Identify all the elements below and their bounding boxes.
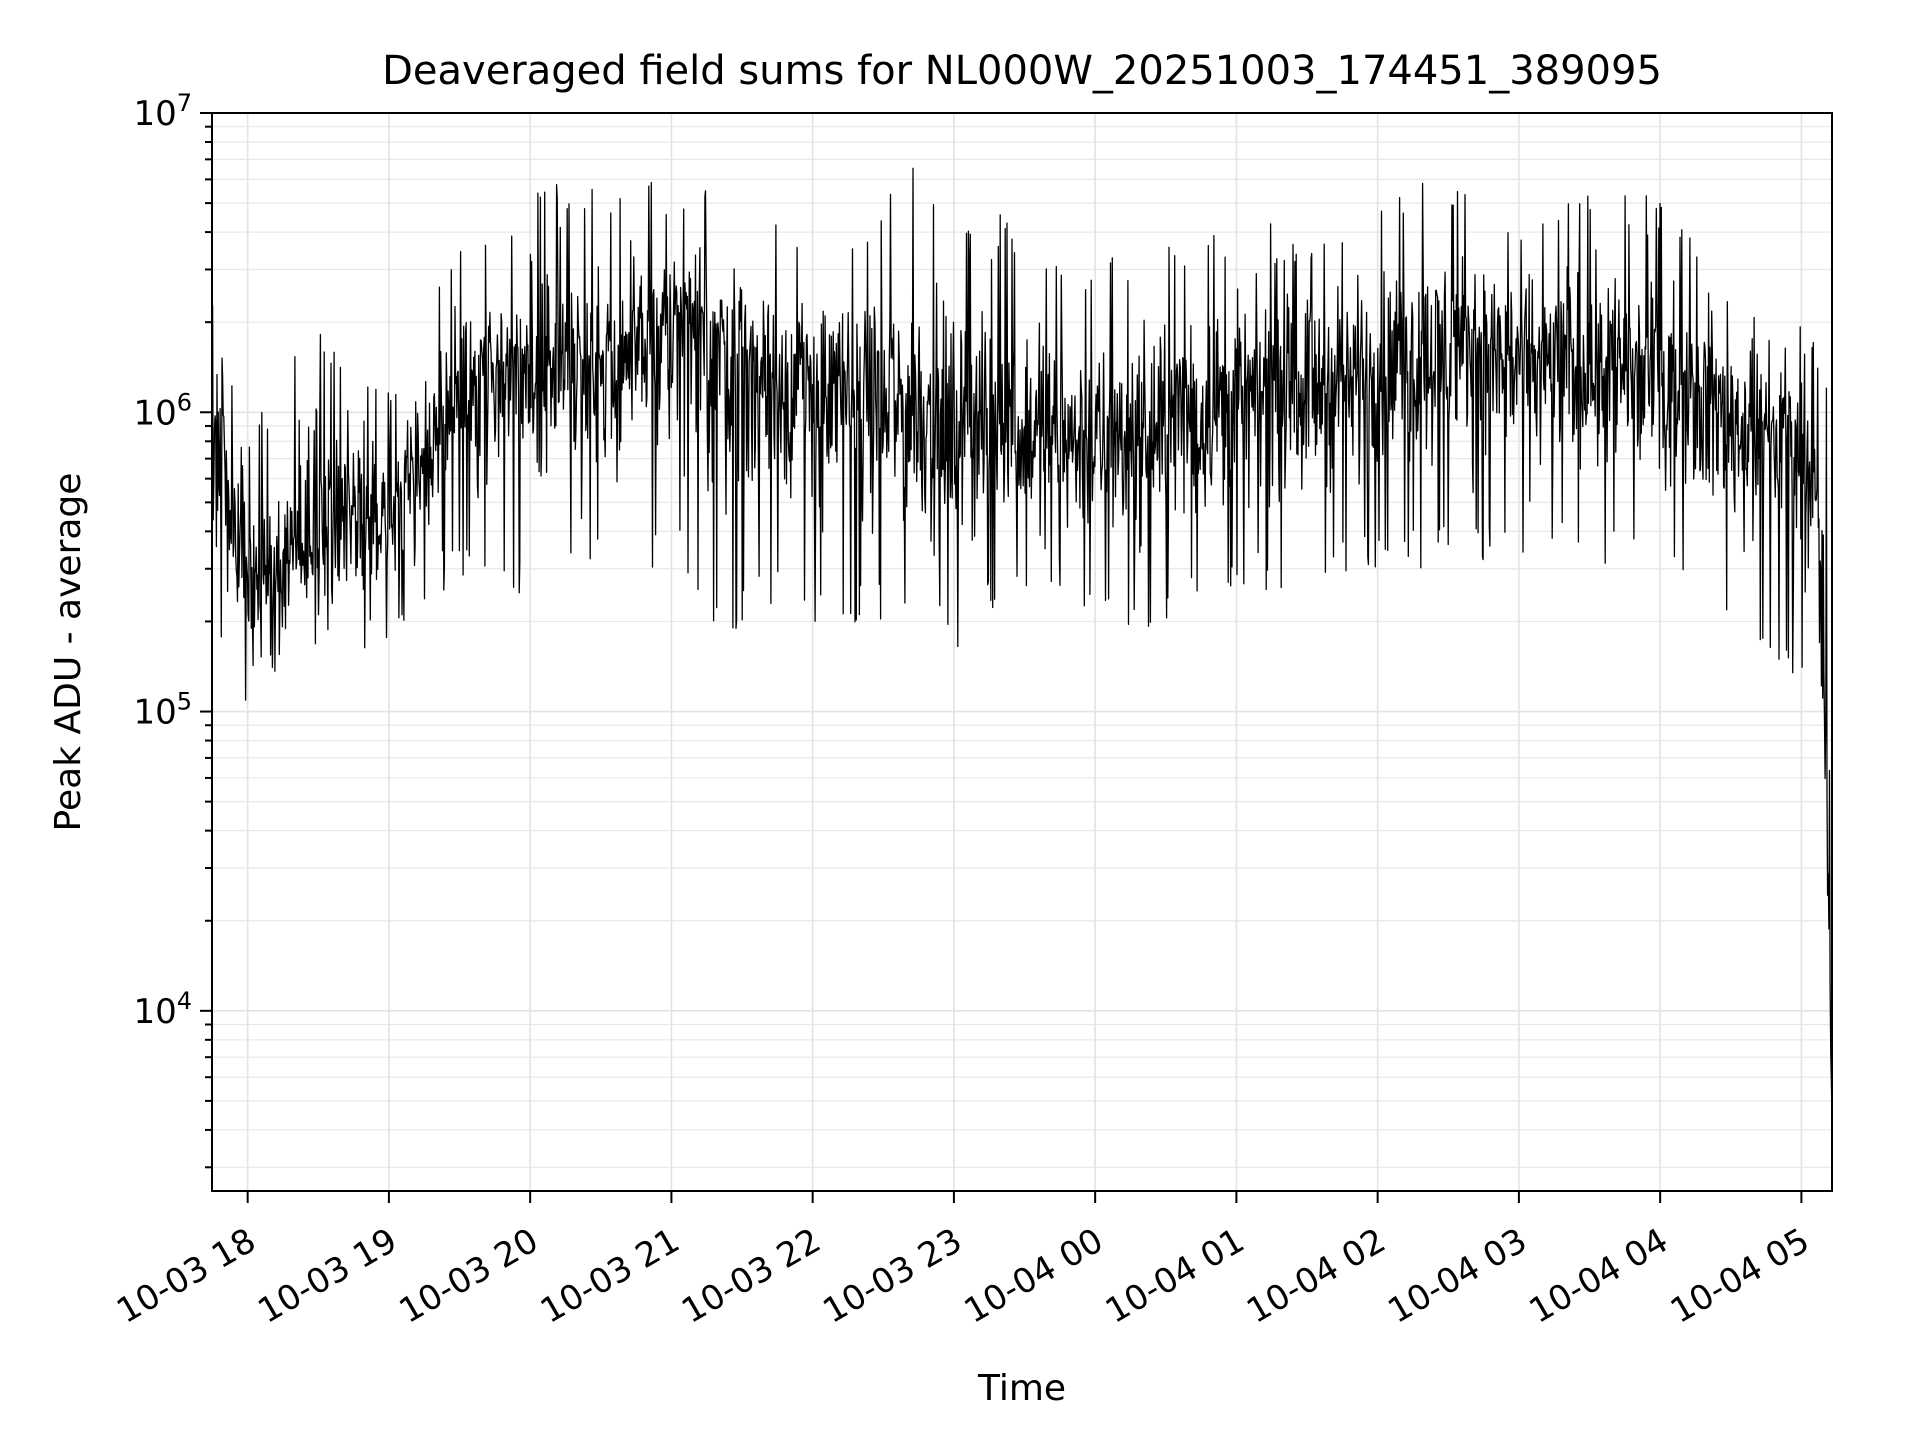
chart-title: Deaveraged field sums for NL000W_2025100… [382, 48, 1662, 94]
plot-frame [211, 112, 1833, 1192]
series-line [211, 167, 1833, 1115]
y-axis-label: Peak ADU - average [48, 473, 89, 832]
y-axis: 104 105 106 107 [133, 89, 212, 1169]
y-tick-label: 104 [133, 987, 192, 1032]
x-axis-label: Time [977, 1368, 1066, 1409]
series-group [211, 167, 1833, 1115]
y-tick-label: 105 [133, 688, 192, 733]
y-tick-label: 106 [133, 388, 192, 433]
y-tick-label: 107 [133, 89, 192, 134]
